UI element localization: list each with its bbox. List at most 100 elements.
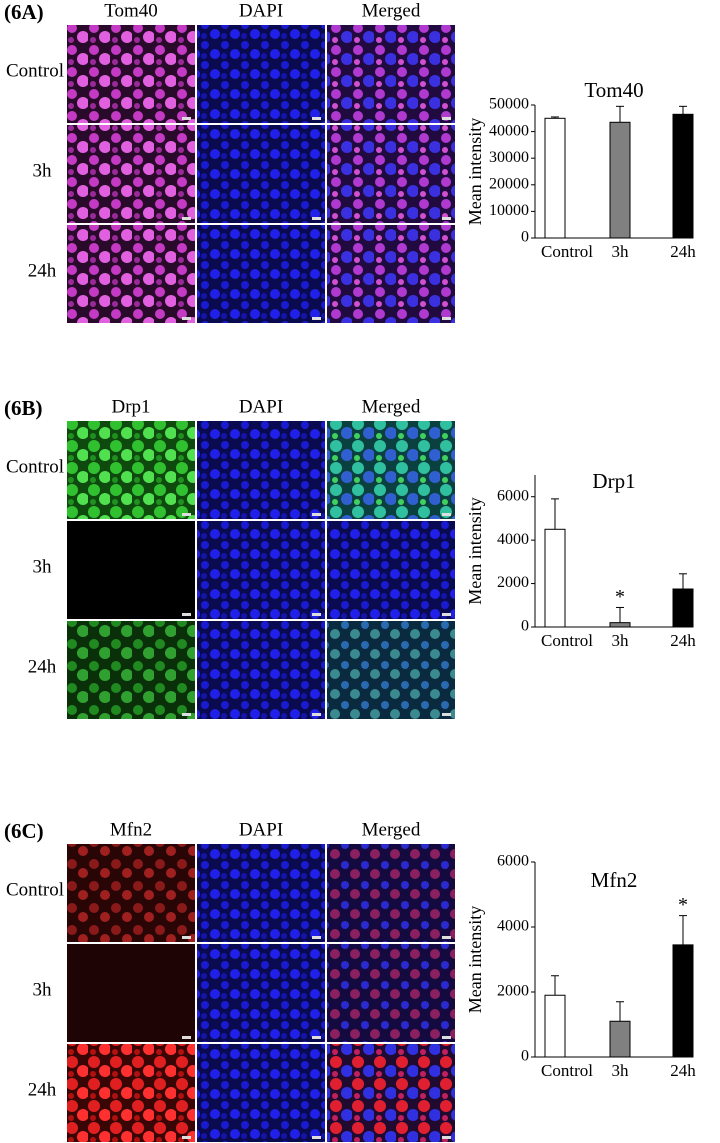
x-tick-label: Control bbox=[541, 242, 593, 261]
row-label: 24h bbox=[28, 1079, 57, 1100]
y-tick-label: 2000 bbox=[497, 574, 529, 591]
scale-bar bbox=[182, 217, 191, 220]
panel-label: (6B) bbox=[4, 396, 43, 420]
scale-bar bbox=[312, 1136, 321, 1139]
bar bbox=[609, 1020, 631, 1058]
y-tick-label: 4000 bbox=[497, 531, 529, 548]
row-label: 3h bbox=[33, 160, 53, 181]
row-label: Control bbox=[6, 60, 64, 81]
chart-title: Drp1 bbox=[592, 469, 635, 493]
scale-bar bbox=[312, 317, 321, 320]
y-tick-label: 6000 bbox=[497, 487, 529, 504]
bar bbox=[672, 113, 694, 239]
x-tick-label: 3h bbox=[612, 242, 630, 261]
column-header: Merged bbox=[362, 819, 421, 840]
row-label: Control bbox=[6, 879, 64, 900]
column-header: Tom40 bbox=[104, 0, 158, 21]
scale-bar bbox=[182, 713, 191, 716]
micrograph bbox=[327, 125, 455, 223]
bar bbox=[609, 622, 631, 628]
scale-bar bbox=[182, 936, 191, 939]
y-tick-label: 0 bbox=[521, 1048, 529, 1065]
scale-bar bbox=[312, 713, 321, 716]
y-tick-label: 2000 bbox=[497, 983, 529, 1000]
micrograph bbox=[327, 844, 455, 942]
column-header: DAPI bbox=[239, 396, 283, 417]
row-label: 3h bbox=[33, 979, 53, 1000]
micrograph bbox=[67, 25, 195, 123]
scale-bar bbox=[442, 936, 451, 939]
scale-bar bbox=[182, 613, 191, 616]
bar bbox=[672, 944, 694, 1058]
micrograph bbox=[197, 125, 325, 223]
panel-label: (6C) bbox=[4, 819, 44, 843]
x-tick-label: 24h bbox=[670, 1061, 696, 1080]
panel-label: (6A) bbox=[4, 0, 44, 24]
micrograph bbox=[67, 421, 195, 519]
micrograph bbox=[327, 621, 455, 719]
scale-bar bbox=[182, 1136, 191, 1139]
scale-bar bbox=[442, 1036, 451, 1039]
y-tick-label: 0 bbox=[521, 229, 529, 246]
y-tick-label: 20000 bbox=[489, 175, 529, 192]
scale-bar bbox=[442, 613, 451, 616]
micrograph bbox=[327, 521, 455, 619]
column-header: Merged bbox=[362, 0, 421, 21]
chart-title: Mfn2 bbox=[591, 868, 638, 892]
row-label: 3h bbox=[33, 556, 53, 577]
micrograph bbox=[327, 421, 455, 519]
scale-bar bbox=[312, 217, 321, 220]
micrograph bbox=[197, 621, 325, 719]
y-tick-label: 4000 bbox=[497, 918, 529, 935]
scale-bar bbox=[442, 513, 451, 516]
micrograph bbox=[67, 1044, 195, 1142]
x-tick-label: Control bbox=[541, 631, 593, 650]
bar bbox=[544, 117, 566, 239]
y-axis-label: Mean intensity bbox=[465, 118, 485, 225]
micrograph bbox=[197, 25, 325, 123]
y-tick-label: 6000 bbox=[497, 853, 529, 870]
x-tick-label: 3h bbox=[612, 1061, 630, 1080]
scale-bar bbox=[442, 317, 451, 320]
row-label: Control bbox=[6, 456, 64, 477]
x-tick-label: Control bbox=[541, 1061, 593, 1080]
scale-bar bbox=[182, 1036, 191, 1039]
scale-bar bbox=[312, 117, 321, 120]
y-axis-label: Mean intensity bbox=[465, 497, 485, 604]
y-tick-label: 10000 bbox=[489, 202, 529, 219]
column-header: DAPI bbox=[239, 819, 283, 840]
scale-bar bbox=[312, 1036, 321, 1039]
micrograph bbox=[327, 25, 455, 123]
scale-bar bbox=[312, 613, 321, 616]
micrograph bbox=[197, 521, 325, 619]
column-header: Merged bbox=[362, 396, 421, 417]
bar bbox=[544, 994, 566, 1058]
y-tick-label: 50000 bbox=[489, 96, 529, 113]
micrograph bbox=[67, 125, 195, 223]
scale-bar bbox=[442, 217, 451, 220]
micrograph bbox=[197, 421, 325, 519]
scale-bar bbox=[442, 1136, 451, 1139]
annotation: * bbox=[615, 586, 625, 608]
chart-title: Tom40 bbox=[584, 78, 643, 102]
y-tick-label: 40000 bbox=[489, 122, 529, 139]
micrograph bbox=[197, 1044, 325, 1142]
scale-bar bbox=[182, 117, 191, 120]
x-tick-label: 24h bbox=[670, 631, 696, 650]
scale-bar bbox=[312, 513, 321, 516]
micrograph bbox=[327, 225, 455, 323]
column-header: Drp1 bbox=[111, 396, 150, 417]
y-tick-label: 0 bbox=[521, 618, 529, 635]
scale-bar bbox=[312, 936, 321, 939]
column-header: Mfn2 bbox=[110, 819, 152, 840]
scale-bar bbox=[182, 317, 191, 320]
micrograph bbox=[197, 844, 325, 942]
micrograph bbox=[67, 621, 195, 719]
micrograph bbox=[67, 521, 195, 619]
row-label: 24h bbox=[28, 260, 57, 281]
y-tick-label: 30000 bbox=[489, 149, 529, 166]
micrograph bbox=[67, 225, 195, 323]
annotation: * bbox=[678, 894, 688, 916]
scale-bar bbox=[442, 117, 451, 120]
